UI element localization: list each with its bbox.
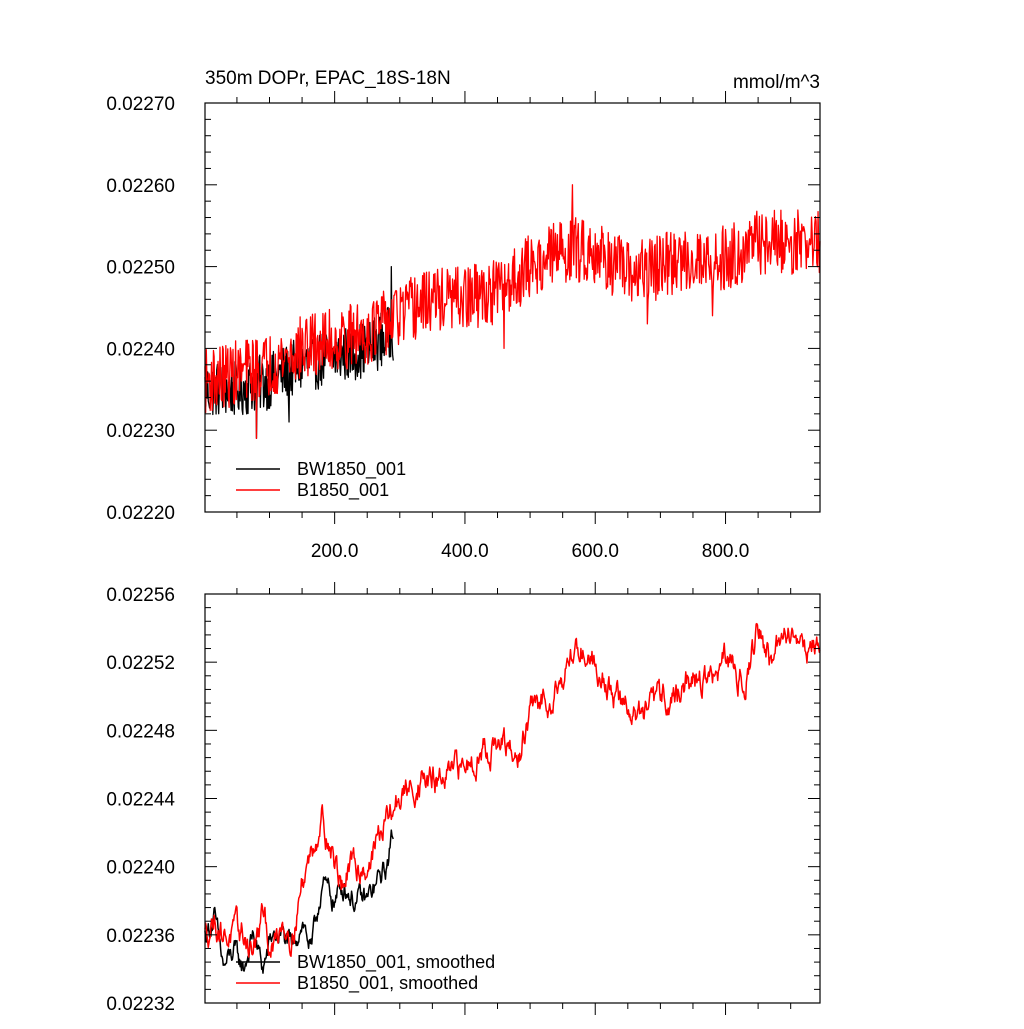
bottom-ytick-label: 0.02244 (106, 790, 175, 811)
top-ytick-label: 0.02240 (106, 339, 175, 360)
bottom-series-line-0 (204, 829, 394, 974)
top-xtick-label: 400.0 (441, 541, 489, 562)
bottom-ytick-label: 0.02252 (106, 653, 175, 674)
top-ytick-label: 0.02220 (106, 503, 175, 524)
top-legend: BW1850_001 B1850_001 (236, 459, 406, 501)
legend-label-bw1850-smoothed: BW1850_001, smoothed (297, 952, 495, 973)
top-series-line-1 (204, 184, 821, 440)
top-xtick-label: 200.0 (311, 541, 359, 562)
top-ytick-label: 0.02270 (106, 94, 175, 115)
top-xtick-label: 600.0 (571, 541, 619, 562)
legend-label-b1850: B1850_001 (297, 480, 389, 501)
top-plot-frame (204, 102, 821, 513)
top-ytick-label: 0.02230 (106, 421, 175, 442)
chart-title: 350m DOPr, EPAC_18S-18N (205, 68, 451, 89)
units-label: mmol/m^3 (733, 72, 820, 93)
bottom-ytick-label: 0.02236 (106, 926, 175, 947)
top-ytick-label: 0.02260 (106, 176, 175, 197)
top-xtick-label: 800.0 (702, 541, 750, 562)
bottom-series-group (204, 622, 821, 974)
bottom-ytick-label: 0.02256 (106, 585, 175, 606)
top-panel: 350m DOPr, EPAC_18S-18N mmol/m^3 0.02220… (106, 68, 821, 562)
bottom-ytick-label: 0.02232 (106, 994, 175, 1015)
legend-label-bw1850: BW1850_001 (297, 459, 406, 480)
top-ytick-label: 0.02250 (106, 258, 175, 279)
bottom-ytick-label: 0.02240 (106, 858, 175, 879)
bottom-axes: 0.02232 0.02236 0.02240 0.02244 0.02248 0.022… (106, 582, 821, 1015)
bottom-series-line-1 (204, 622, 821, 958)
bottom-ytick-label: 0.02248 (106, 721, 175, 742)
bottom-panel: 0.02232 0.02236 0.02240 0.02244 0.02248 0.022… (106, 582, 821, 1015)
legend-label-b1850-smoothed: B1850_001, smoothed (297, 973, 478, 994)
top-series-group (204, 184, 821, 440)
top-axes: 0.02220 0.02230 0.02240 0.02250 0.02260 0.022… (106, 91, 821, 562)
bottom-legend: BW1850_001, smoothed B1850_001, smoothed (236, 952, 495, 994)
